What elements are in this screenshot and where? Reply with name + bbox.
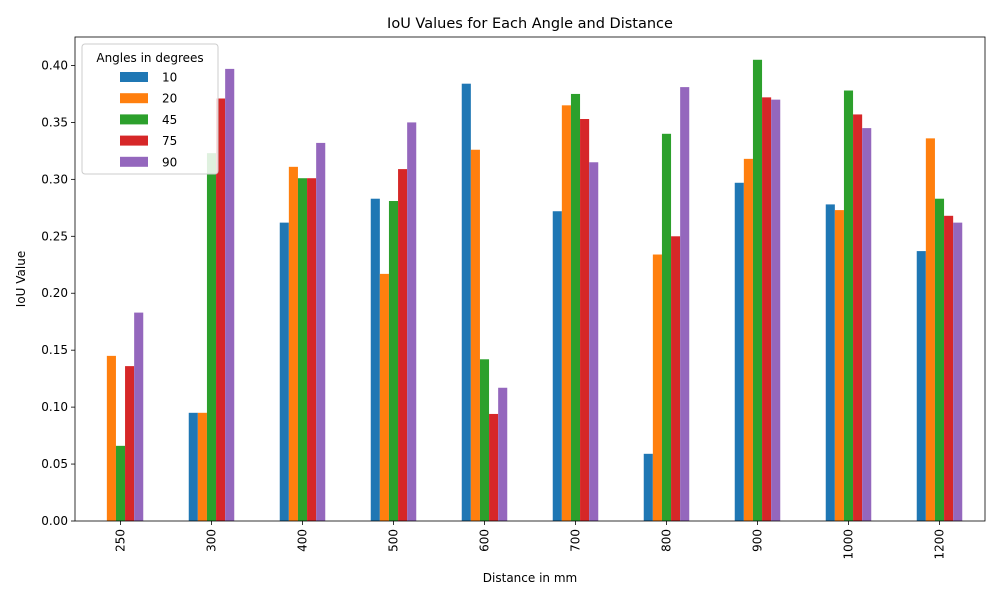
chart-title: IoU Values for Each Angle and Distance bbox=[387, 16, 673, 32]
y-axis-label: IoU Value bbox=[14, 251, 28, 307]
bar-1200-10 bbox=[916, 251, 926, 521]
legend-swatch-20 bbox=[120, 93, 148, 104]
bar-600-10 bbox=[461, 83, 471, 521]
x-tick-label: 800 bbox=[660, 529, 674, 552]
y-tick-label: 0.20 bbox=[41, 286, 68, 300]
legend: Angles in degrees 10 20 45 75 90 bbox=[81, 43, 219, 175]
bar-900-45 bbox=[752, 59, 763, 521]
bar-250-90 bbox=[134, 312, 144, 521]
legend-swatch-45 bbox=[120, 114, 148, 125]
bar-700-45 bbox=[570, 93, 581, 521]
bar-250-20 bbox=[106, 355, 116, 521]
bar-300-45 bbox=[206, 153, 217, 521]
bar-600-75 bbox=[489, 413, 499, 521]
bar-700-10 bbox=[552, 211, 562, 522]
bar-1000-10 bbox=[825, 204, 835, 521]
legend-swatch-75 bbox=[120, 135, 148, 146]
bar-1000-90 bbox=[862, 128, 872, 522]
bar-800-75 bbox=[671, 236, 681, 522]
legend-swatch-90 bbox=[120, 156, 148, 167]
bar-400-45 bbox=[297, 178, 308, 521]
bar-700-90 bbox=[589, 162, 599, 521]
plot-frame bbox=[74, 36, 986, 522]
legend-swatch-10 bbox=[120, 72, 148, 82]
y-tick-label: 0.05 bbox=[41, 457, 68, 471]
legend-label-20: 20 bbox=[162, 92, 177, 106]
bar-600-20 bbox=[470, 149, 480, 522]
bar-800-20 bbox=[652, 254, 662, 521]
y-tick-label: 0.00 bbox=[41, 514, 68, 528]
bar-800-45 bbox=[661, 133, 672, 522]
x-tick-label: 500 bbox=[387, 529, 401, 552]
bar-700-75 bbox=[580, 119, 590, 521]
x-axis-label: Distance in mm bbox=[483, 571, 577, 585]
bar-300-10 bbox=[188, 412, 198, 521]
y-tick-label: 0.15 bbox=[41, 343, 68, 357]
bar-250-45 bbox=[115, 445, 126, 521]
bar-900-75 bbox=[762, 97, 772, 522]
bar-900-10 bbox=[734, 182, 744, 521]
bar-1200-45 bbox=[934, 198, 945, 521]
bar-1000-45 bbox=[843, 90, 854, 522]
bar-1000-75 bbox=[853, 114, 863, 521]
legend-title: Angles in degrees bbox=[96, 51, 203, 65]
bar-900-20 bbox=[743, 158, 753, 521]
x-tick-label: 700 bbox=[569, 529, 583, 552]
y-tick-label: 0.30 bbox=[41, 172, 68, 186]
bar-600-90 bbox=[498, 387, 508, 521]
bar-1200-20 bbox=[925, 138, 935, 522]
y-tick-label: 0.10 bbox=[41, 400, 68, 414]
bar-700-20 bbox=[561, 105, 571, 521]
x-tick-label: 1000 bbox=[842, 529, 856, 560]
y-tick-label: 0.35 bbox=[41, 115, 68, 129]
bar-500-45 bbox=[388, 200, 399, 522]
x-tick-label: 250 bbox=[114, 529, 128, 552]
bar-500-20 bbox=[379, 273, 389, 521]
bar-800-10 bbox=[643, 453, 653, 521]
bar-900-90 bbox=[771, 99, 781, 521]
x-tick-label: 900 bbox=[751, 529, 765, 552]
bar-400-10 bbox=[279, 222, 289, 521]
bar-300-75 bbox=[216, 98, 226, 521]
bars-group bbox=[106, 59, 963, 522]
legend-label-75: 75 bbox=[162, 134, 177, 148]
bar-1200-75 bbox=[944, 215, 954, 522]
bar-400-75 bbox=[307, 178, 317, 521]
bar-500-90 bbox=[407, 122, 417, 521]
y-tick-label: 0.40 bbox=[41, 58, 68, 72]
bar-300-20 bbox=[197, 412, 207, 521]
x-tick-label: 300 bbox=[205, 529, 219, 552]
bar-1000-20 bbox=[834, 210, 844, 521]
bar-800-90 bbox=[680, 87, 690, 522]
bar-600-45 bbox=[479, 359, 490, 521]
legend-box bbox=[81, 43, 219, 175]
legend-label-10: 10 bbox=[162, 71, 177, 85]
x-tick-label: 400 bbox=[296, 529, 310, 552]
y-tick-label: 0.25 bbox=[41, 229, 68, 243]
bar-400-90 bbox=[316, 142, 326, 521]
bar-1200-90 bbox=[953, 222, 963, 521]
bar-500-10 bbox=[370, 198, 380, 521]
axes-group: 0.00 0.05 0.10 0.15 0.20 0.25 0.30 0.35 0.40 250 3… bbox=[41, 36, 986, 560]
bar-500-75 bbox=[398, 169, 408, 521]
bar-400-20 bbox=[288, 166, 298, 521]
legend-label-90: 90 bbox=[162, 155, 177, 169]
bar-300-90 bbox=[225, 68, 235, 521]
x-tick-label: 600 bbox=[478, 529, 492, 552]
x-tick-label: 1200 bbox=[933, 529, 947, 560]
bar-250-75 bbox=[125, 366, 135, 521]
legend-label-45: 45 bbox=[162, 113, 177, 127]
